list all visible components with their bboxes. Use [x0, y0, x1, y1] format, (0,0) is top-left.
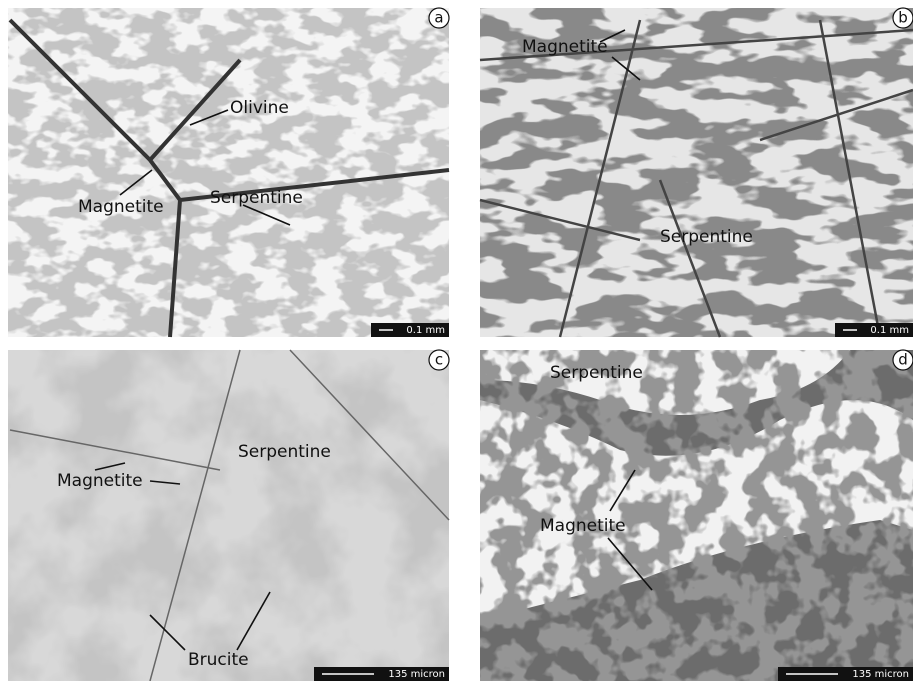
leader-line — [119, 169, 153, 196]
panel-letter-circle — [428, 7, 450, 29]
leader-line — [94, 462, 126, 471]
scale-bar-box — [778, 667, 913, 681]
mineral-label: Serpentine — [550, 363, 643, 383]
scale-label: 0.1 mm — [870, 325, 909, 336]
leader-line — [609, 469, 636, 512]
panel-letter: d — [898, 351, 908, 369]
mineral-label: Magnetite — [78, 197, 164, 217]
scale-bar-box — [314, 667, 449, 681]
texture — [480, 350, 913, 681]
leader-line — [149, 480, 181, 485]
panel-letter-circle — [892, 7, 913, 29]
texture — [8, 8, 449, 337]
leader-line — [149, 614, 186, 651]
panel-letter-circle — [428, 349, 450, 371]
mineral-label: Serpentine — [660, 227, 753, 247]
scale-bar-box — [835, 323, 913, 337]
panel-letter: a — [434, 9, 443, 27]
vein — [9, 349, 450, 681]
mineral-label: Magnetite — [522, 37, 608, 57]
leader-line — [607, 537, 653, 591]
vein — [479, 19, 913, 338]
mineral-label: Olivine — [230, 98, 289, 118]
texture — [8, 350, 449, 681]
panel-letter-circle — [892, 349, 913, 371]
scale-label: 135 micron — [852, 669, 909, 680]
leader-line — [611, 56, 641, 81]
panel-letter: c — [435, 351, 443, 369]
panel-letter: b — [898, 9, 908, 27]
scale-label: 0.1 mm — [406, 325, 445, 336]
scale-bar-box — [371, 323, 449, 337]
mineral-label: Magnetite — [57, 471, 143, 491]
texture — [480, 8, 913, 337]
crack — [8, 18, 450, 338]
leader-line — [189, 109, 229, 126]
mineral-label: Brucite — [188, 650, 249, 670]
mineral-label: Magnetite — [540, 516, 626, 536]
scale-label: 135 micron — [388, 669, 445, 680]
leader-line — [242, 204, 291, 226]
leader-line — [236, 591, 271, 651]
mineral-label: Serpentine — [210, 188, 303, 208]
mineral-label: Serpentine — [238, 442, 331, 462]
leader-line — [599, 29, 626, 43]
